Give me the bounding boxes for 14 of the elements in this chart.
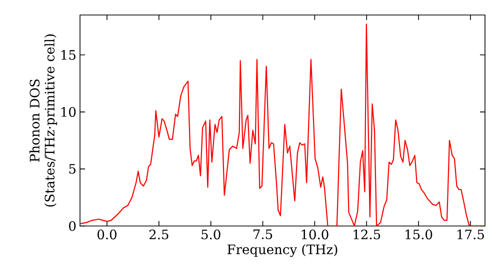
y-tick-label: 0 (69, 221, 76, 231)
x-tick-label: 17.5 (458, 230, 484, 240)
x-tick-label: 10.0 (302, 230, 328, 240)
y-axis-title: Phonon DOS (States/THz·primitive cell) (29, 34, 58, 207)
x-tick-label: 12.5 (354, 230, 380, 240)
y-tick-label: 15 (62, 50, 76, 60)
x-tick-label: 2.5 (149, 230, 168, 240)
y-tick-label: 10 (62, 107, 76, 117)
x-tick-label: 7.5 (254, 230, 272, 240)
y-tick-label: 5 (69, 164, 76, 174)
x-tick-label: 15.0 (406, 230, 432, 240)
x-tick-label: 0.0 (98, 230, 116, 240)
x-tick-label: 5.0 (202, 230, 220, 240)
x-axis-title: Frequency (THz) (228, 244, 338, 257)
